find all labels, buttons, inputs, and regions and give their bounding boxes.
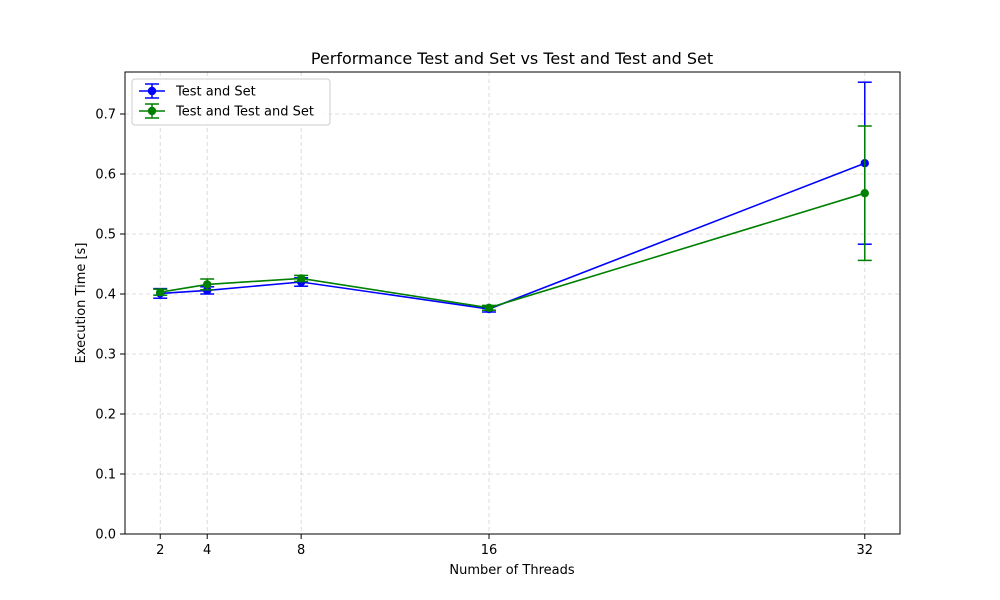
data-point xyxy=(202,280,212,289)
y-tick-label: 0.2 xyxy=(95,408,116,423)
chart-title: Performance Test and Set vs Test and Tes… xyxy=(311,49,713,68)
data-point xyxy=(156,288,165,297)
y-tick-label: 0.6 xyxy=(95,168,116,183)
legend-entry: Test and Set xyxy=(139,83,256,100)
x-tick-label: 32 xyxy=(856,543,873,558)
legend-label: Test and Set xyxy=(175,85,256,100)
data-point xyxy=(484,303,494,312)
legend-label: Test and Test and Set xyxy=(175,105,314,120)
x-axis-label: Number of Threads xyxy=(449,563,574,578)
y-tick-label: 0.5 xyxy=(95,228,116,243)
legend: Test and Set Test and Test and Set xyxy=(131,78,331,126)
plot-frame xyxy=(124,71,901,535)
y-tick-label: 0.4 xyxy=(95,288,116,303)
legend-marker xyxy=(147,86,157,96)
x-tick-label: 16 xyxy=(481,543,498,558)
x-tick-label: 8 xyxy=(297,543,305,558)
data-point xyxy=(860,189,869,198)
legend-box xyxy=(131,78,331,126)
y-tick-label: 0.3 xyxy=(95,348,116,363)
x-tick-label: 4 xyxy=(203,543,211,558)
y-tick-label: 0.1 xyxy=(95,468,116,483)
legend-marker xyxy=(147,106,157,116)
series-layer xyxy=(153,81,872,314)
data-point xyxy=(296,274,306,283)
series-line xyxy=(160,192,866,309)
series-line xyxy=(160,162,866,310)
x-axis-ticks: 2 4 8 16 32 xyxy=(156,534,873,558)
y-tick-label: 0.0 xyxy=(95,528,116,543)
y-axis-ticks: 0.0 0.1 0.2 0.3 0.4 0.5 0.6 0.7 xyxy=(95,108,125,543)
legend-entry: Test and Test and Set xyxy=(139,103,314,120)
grid-layer xyxy=(125,72,900,534)
series-2 xyxy=(153,125,872,312)
y-axis-label: Execution Time [s] xyxy=(74,243,89,364)
x-tick-label: 2 xyxy=(156,543,164,558)
y-tick-label: 0.7 xyxy=(95,108,116,123)
